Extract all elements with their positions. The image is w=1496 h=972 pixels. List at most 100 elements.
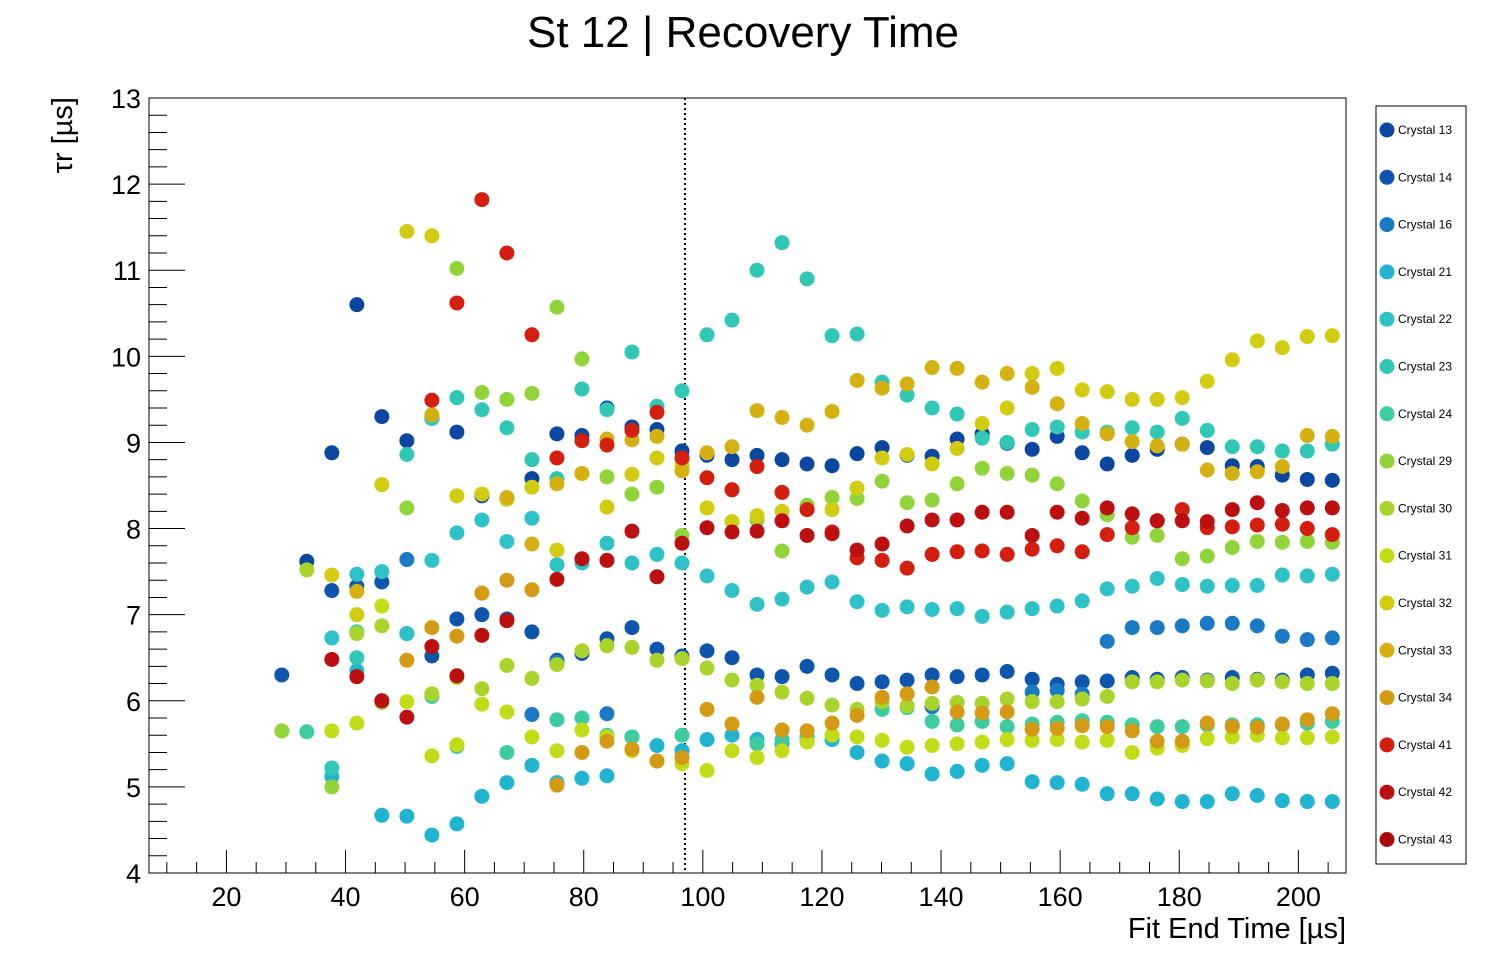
data-point	[1099, 456, 1115, 472]
data-point	[524, 510, 540, 526]
data-point	[924, 400, 940, 416]
data-point	[1074, 382, 1090, 398]
data-point	[974, 430, 990, 446]
data-point	[524, 624, 540, 640]
data-point	[1149, 513, 1165, 529]
data-point	[399, 709, 415, 725]
data-point	[1099, 633, 1115, 649]
data-point	[874, 674, 890, 690]
data-point	[574, 722, 590, 738]
data-point	[1224, 729, 1240, 745]
data-point	[524, 385, 540, 401]
data-point	[1249, 464, 1265, 480]
data-point	[1049, 682, 1065, 698]
data-point	[749, 523, 765, 539]
data-point	[899, 756, 915, 772]
y-tick-label: 9	[126, 428, 141, 458]
data-point	[1224, 502, 1240, 518]
data-point	[399, 652, 415, 668]
data-point	[1274, 340, 1290, 356]
data-point	[874, 753, 890, 769]
data-point	[1099, 688, 1115, 704]
data-point	[424, 620, 440, 636]
data-point	[1024, 774, 1040, 790]
data-point	[949, 476, 965, 492]
data-point	[449, 628, 465, 644]
data-point	[874, 689, 890, 705]
data-point	[824, 697, 840, 713]
data-point	[324, 779, 340, 795]
data-point	[424, 686, 440, 702]
data-point	[749, 596, 765, 612]
data-point	[449, 525, 465, 541]
data-point	[749, 689, 765, 705]
data-point	[1274, 674, 1290, 690]
data-point	[1074, 674, 1090, 690]
data-point	[499, 613, 515, 629]
data-point	[699, 327, 715, 343]
data-point	[874, 732, 890, 748]
data-point	[624, 620, 640, 636]
data-point	[574, 770, 590, 786]
data-point	[1124, 506, 1140, 522]
data-point	[999, 504, 1015, 520]
data-point	[1174, 618, 1190, 634]
data-point	[1124, 620, 1140, 636]
data-point	[1224, 439, 1240, 455]
data-point	[1224, 676, 1240, 692]
data-point	[1149, 571, 1165, 586]
x-axis-label: Fit End Time [µs]	[1128, 913, 1346, 945]
legend-marker	[1379, 311, 1395, 327]
data-point	[449, 261, 465, 276]
data-point	[1074, 734, 1090, 750]
legend-label: Crystal 34	[1398, 691, 1452, 705]
data-point	[1024, 601, 1040, 617]
data-point	[799, 456, 815, 472]
data-point	[349, 669, 365, 685]
data-point	[999, 664, 1015, 679]
data-point	[974, 504, 990, 520]
data-point	[449, 488, 465, 504]
data-point	[949, 763, 965, 779]
data-point	[1124, 391, 1140, 407]
data-point	[824, 490, 840, 506]
data-point	[974, 374, 990, 390]
data-point	[899, 599, 915, 615]
data-point	[499, 657, 515, 673]
data-point	[1024, 541, 1040, 557]
data-point	[549, 450, 565, 466]
data-point	[374, 574, 390, 590]
data-point	[824, 502, 840, 518]
data-point	[574, 381, 590, 397]
data-point	[424, 552, 440, 568]
data-point	[899, 698, 915, 714]
data-point	[324, 583, 340, 599]
legend-label: Crystal 32	[1398, 596, 1452, 610]
data-point	[1099, 426, 1115, 442]
y-tick-label: 4	[126, 859, 141, 889]
data-point	[674, 750, 690, 766]
legend: Crystal 13 Crystal 14 Crystal 16 Crystal 21…	[1379, 122, 1452, 847]
data-point	[574, 433, 590, 449]
data-point	[1249, 517, 1265, 533]
data-point	[1199, 615, 1215, 631]
data-point	[849, 446, 865, 462]
data-point	[1274, 534, 1290, 550]
data-point	[824, 403, 840, 419]
data-point	[524, 670, 540, 686]
data-point	[1099, 732, 1115, 748]
legend-marker	[1379, 359, 1395, 374]
data-point	[499, 775, 515, 791]
data-point	[774, 409, 790, 425]
series-crystal-41	[424, 192, 1340, 576]
data-point	[799, 690, 815, 706]
data-point	[1074, 718, 1090, 734]
data-point	[724, 583, 740, 599]
data-point	[949, 360, 965, 376]
data-point	[599, 499, 615, 515]
data-point	[1299, 329, 1315, 345]
x-tick-label: 20	[211, 882, 241, 912]
data-point	[324, 651, 340, 667]
data-point	[999, 604, 1015, 620]
data-point	[799, 723, 815, 739]
